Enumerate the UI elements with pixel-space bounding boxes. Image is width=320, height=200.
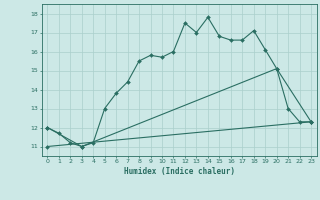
X-axis label: Humidex (Indice chaleur): Humidex (Indice chaleur) — [124, 167, 235, 176]
